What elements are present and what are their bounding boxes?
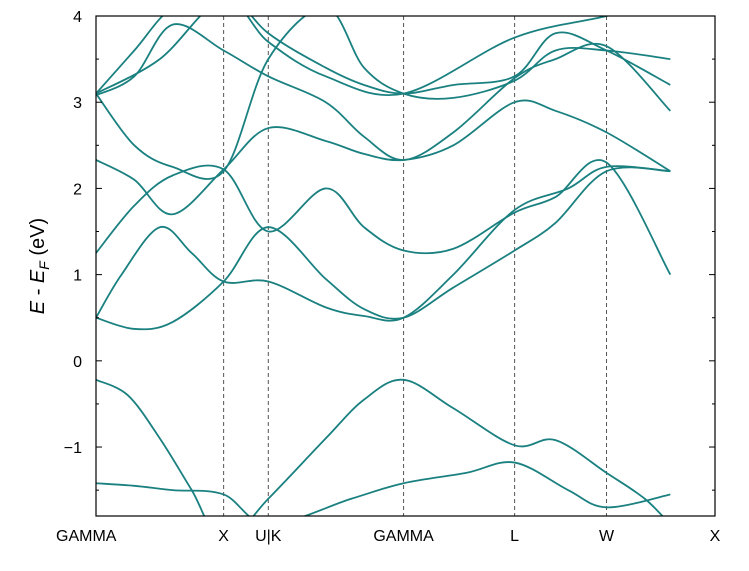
y-tick-label: 2 — [73, 181, 82, 198]
ylabel-sub: F — [36, 260, 52, 270]
band-6 — [96, 23, 671, 161]
y-tick-label: 3 — [73, 95, 82, 112]
x-tick-label-2: U|K — [255, 528, 282, 545]
y-tick-label: 4 — [73, 9, 82, 26]
x-tick-label-0: GAMMA — [56, 528, 117, 545]
ylabel-unit: (eV) — [27, 218, 49, 261]
band-2 — [96, 166, 671, 331]
ylabel-ef: E — [27, 269, 49, 283]
plot-frame — [95, 15, 716, 517]
y-tick-label: 0 — [73, 354, 82, 371]
band-8 — [96, 16, 671, 180]
x-tick-label-4: L — [510, 528, 519, 545]
band-1 — [96, 461, 671, 516]
band-9 — [96, 16, 611, 97]
ylabel-sep: - — [27, 283, 49, 301]
band-0 — [96, 378, 664, 516]
high-symmetry-lines — [223, 16, 608, 516]
ylabel-e: E — [27, 300, 49, 314]
x-tick-label-6: X — [710, 528, 721, 545]
band-3 — [96, 165, 671, 322]
x-tick-label-1: X — [218, 528, 229, 545]
y-tick-label: 1 — [73, 268, 82, 285]
band-5 — [96, 99, 671, 216]
x-axis-ticks: GAMMA X U|K GAMMA L W X — [56, 528, 721, 545]
x-tick-label-3: GAMMA — [373, 528, 434, 545]
band-4 — [96, 159, 672, 276]
band-7 — [96, 16, 671, 95]
y-tick-label: −1 — [64, 440, 82, 457]
band-lines — [96, 16, 672, 516]
y-axis-ticks: −1 0 1 2 3 4 — [64, 9, 715, 491]
x-tick-label-5: W — [599, 528, 615, 545]
plot-background — [96, 16, 715, 516]
y-axis-title: E - EF (eV) — [27, 218, 52, 314]
